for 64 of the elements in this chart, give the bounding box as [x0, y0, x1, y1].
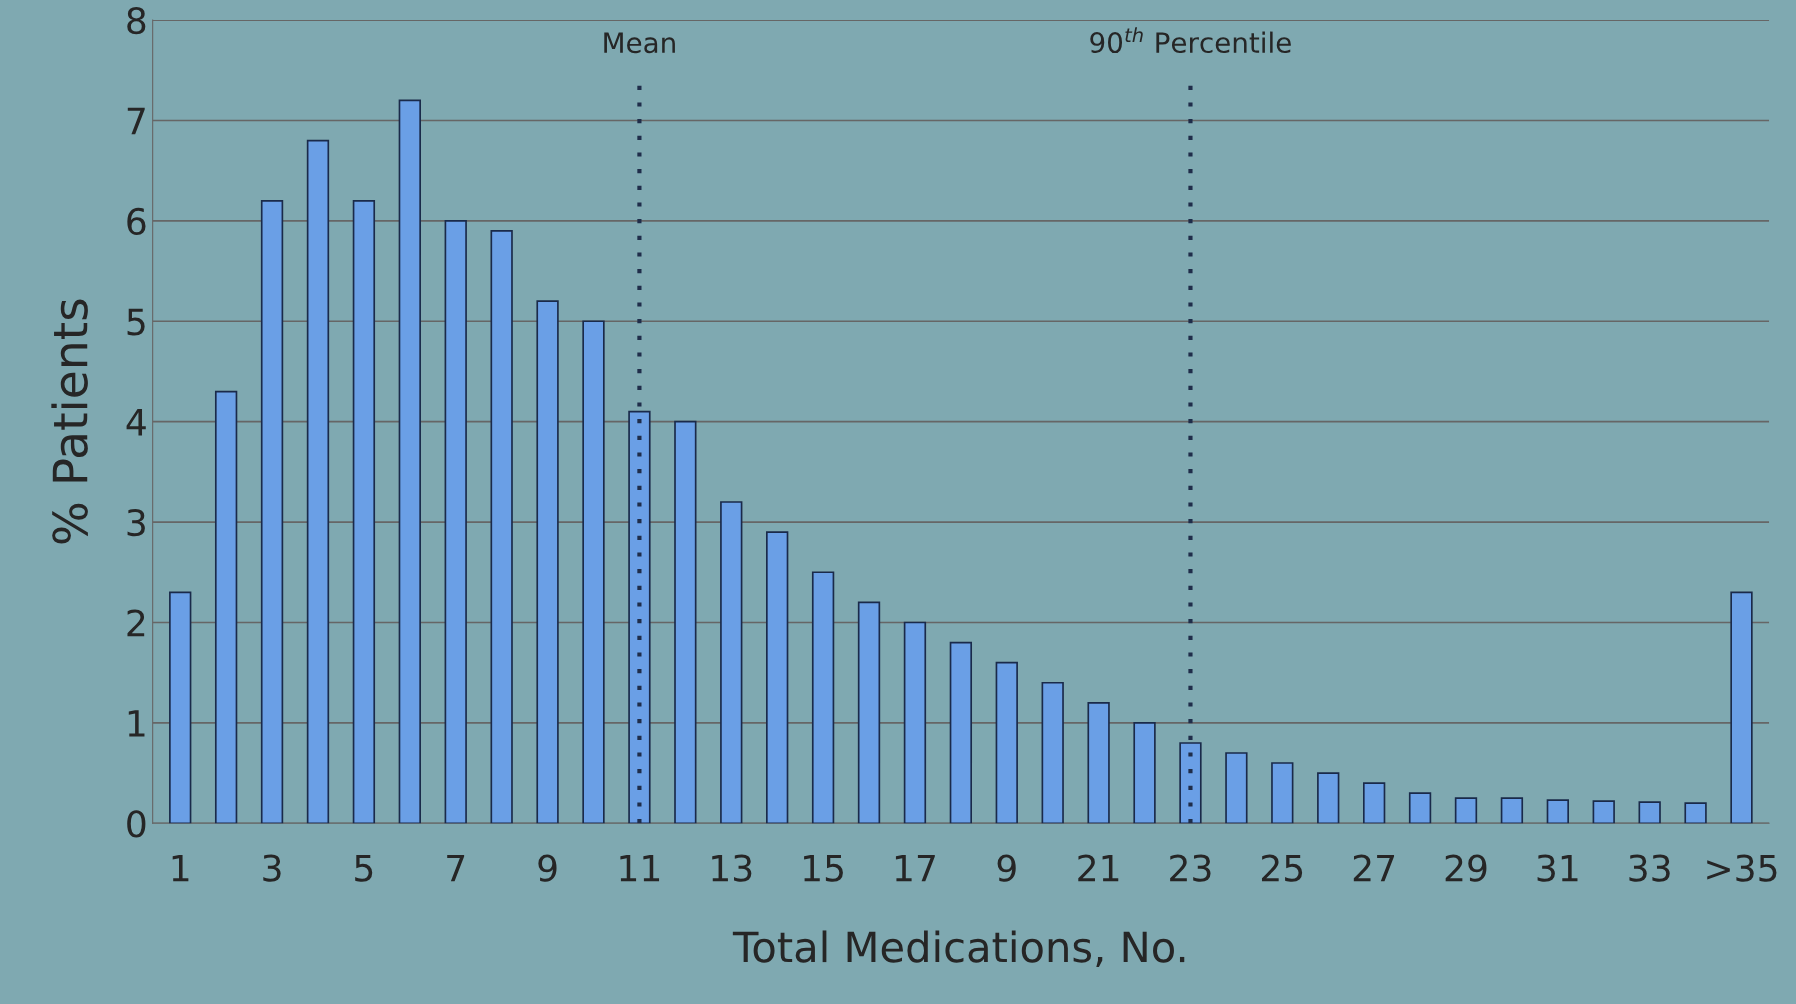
bar [1638, 801, 1661, 824]
bar [995, 661, 1018, 824]
bar [214, 390, 238, 824]
y-tick-label: 8 [127, 7, 146, 35]
bar [1133, 722, 1156, 824]
bar [1087, 701, 1110, 824]
bar [1362, 782, 1386, 824]
x-tick-label: 9 [997, 854, 1016, 882]
bar [536, 300, 559, 824]
bar [1546, 799, 1569, 824]
y-tick-label: 0 [127, 810, 146, 838]
y-tick-label: 6 [127, 207, 146, 236]
x-tick-label: 13 [712, 854, 752, 882]
y-tick-label: 3 [127, 509, 145, 537]
x-tick-label: 29 [1445, 854, 1487, 882]
y-tick-label: 1 [128, 710, 145, 737]
bar [903, 621, 927, 824]
bar [1684, 802, 1707, 824]
bar [720, 501, 743, 824]
bar [1730, 591, 1753, 824]
bar [674, 420, 697, 824]
x-tick-label: 31 [1537, 854, 1578, 882]
x-tick-label: 33 [1629, 854, 1670, 882]
bar [306, 139, 330, 824]
x-tick-label: 5 [355, 854, 373, 882]
x-tick-label: 3 [263, 854, 281, 882]
bar [949, 641, 973, 824]
bar [811, 571, 835, 824]
bar [1041, 681, 1064, 824]
bar [260, 199, 284, 824]
bar [444, 220, 467, 824]
y-tick-label: 4 [126, 409, 146, 436]
bar [1225, 752, 1248, 824]
bar [1500, 797, 1524, 824]
bar [1592, 800, 1615, 824]
bar [857, 601, 881, 824]
x-tick-label: 21 [1078, 854, 1119, 882]
y-tick-label: 5 [127, 308, 145, 336]
x-tick-label: 9 [538, 854, 557, 882]
bar [582, 320, 605, 824]
bar [398, 99, 421, 824]
ref-line-label: 90$^{th}$ Percentile [1090, 27, 1291, 54]
bar [1454, 797, 1478, 824]
x-tick-label: 23 [1170, 854, 1211, 882]
x-tick-label: 27 [1353, 854, 1395, 882]
bar [1408, 792, 1432, 824]
x-axis-title: Total Medications, No. [732, 930, 1185, 967]
bar [766, 531, 789, 824]
bar [169, 591, 192, 824]
bar [1271, 762, 1294, 824]
y-axis-title: % Patients [51, 299, 88, 544]
bar [1317, 772, 1340, 824]
x-tick-label: 17 [895, 854, 935, 882]
x-tick-label: 7 [447, 854, 465, 882]
y-tick-label: 2 [127, 609, 145, 637]
x-tick-label: 1 [172, 854, 189, 882]
y-tick-label: 7 [127, 107, 145, 135]
x-tick-label: >35 [1707, 854, 1777, 882]
bar [490, 230, 513, 824]
x-tick-label: 25 [1261, 854, 1303, 882]
x-tick-label: 15 [804, 854, 843, 882]
bar [352, 199, 376, 824]
ref-line-label: Mean [604, 32, 675, 54]
x-tick-label: 11 [620, 854, 660, 882]
